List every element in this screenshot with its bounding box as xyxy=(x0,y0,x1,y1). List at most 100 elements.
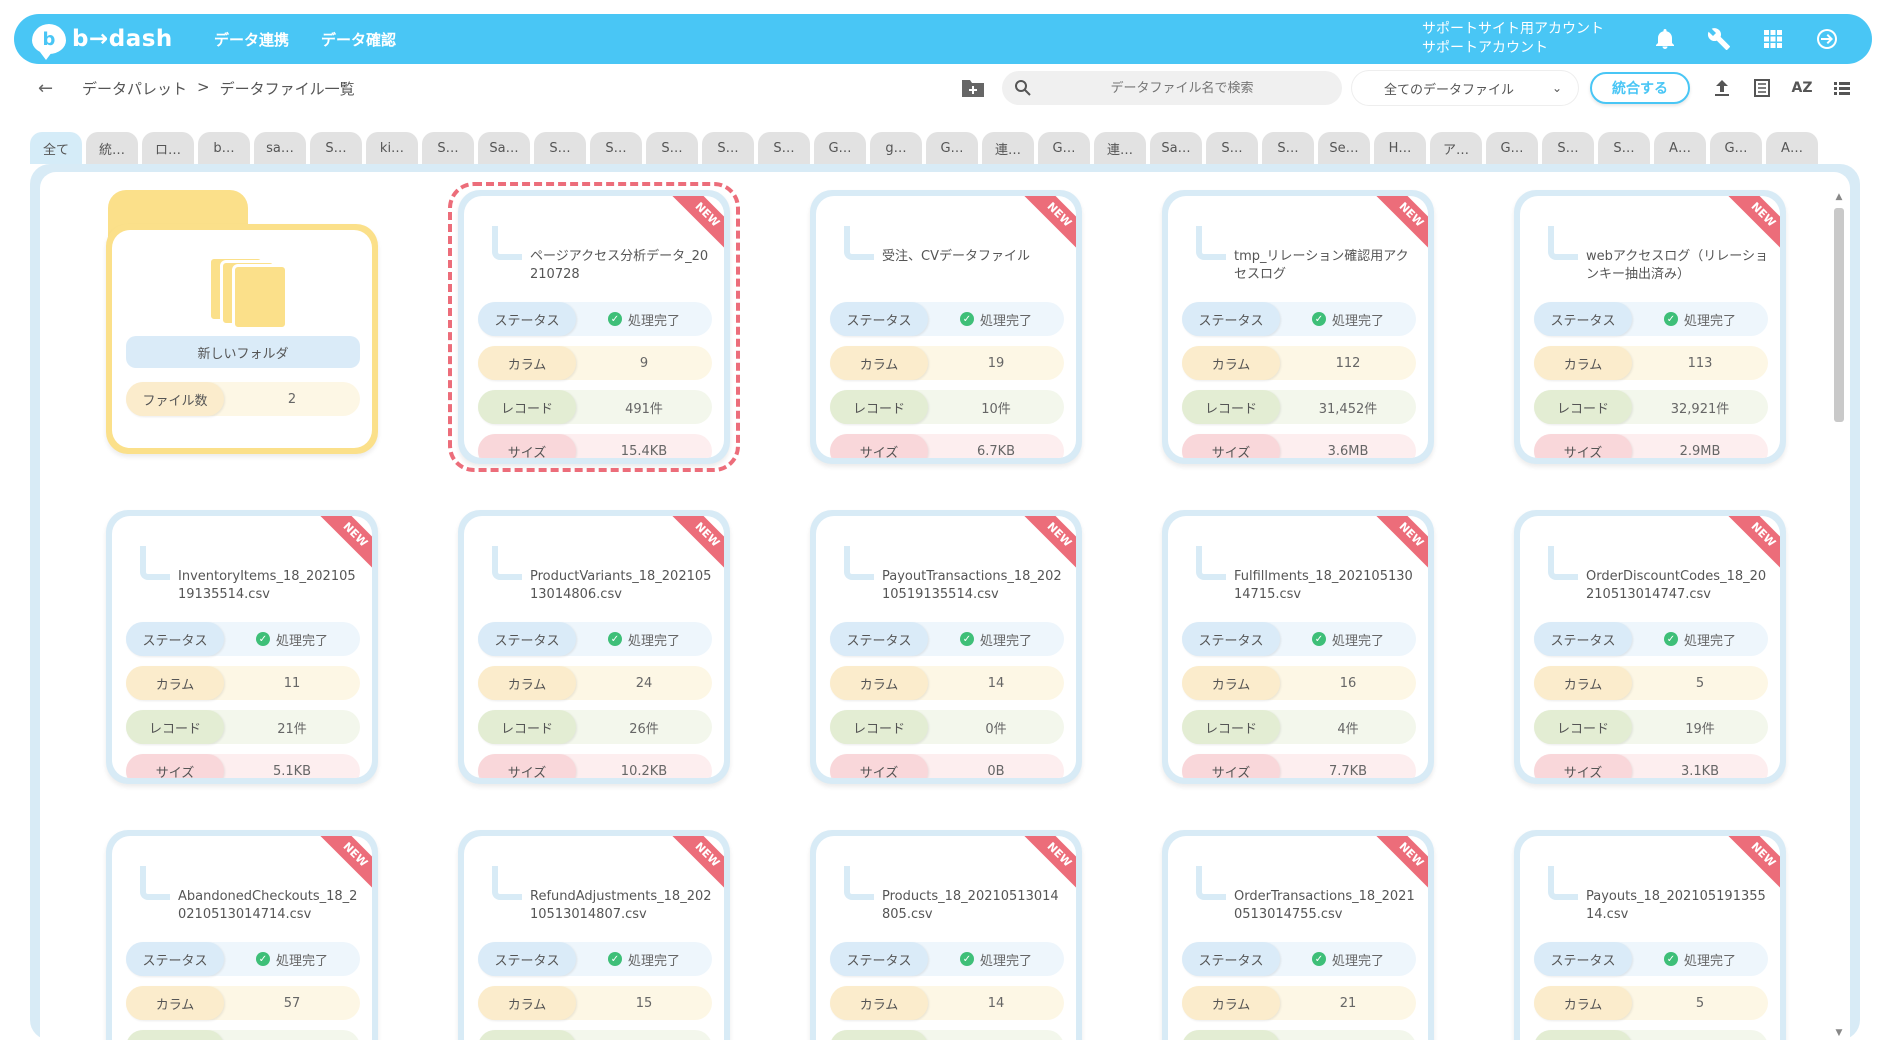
file-card[interactable]: NEW Payouts_18_20210519135514.csv ステータス ✓ 処理… xyxy=(1514,830,1786,1040)
check-circle-icon: ✓ xyxy=(607,632,622,646)
tab-16[interactable]: G… xyxy=(926,132,978,164)
tab-0[interactable]: 全て xyxy=(30,132,82,164)
file-card[interactable]: NEW PayoutTransactions_18_20210519135514.… xyxy=(810,510,1082,784)
column-row: カラム 14 xyxy=(830,666,1064,700)
tab-27[interactable]: S… xyxy=(1542,132,1594,164)
folder-add-icon[interactable] xyxy=(960,77,986,99)
file-card[interactable]: NEW Fulfillments_18_20210513014715.csv ステー… xyxy=(1162,510,1434,784)
file-card[interactable]: NEW OrderTransactions_18_20210513014755.c… xyxy=(1162,830,1434,1040)
folder-card[interactable]: 新しいフォルダ ファイル数 2 xyxy=(106,190,378,464)
tab-7[interactable]: S… xyxy=(422,132,474,164)
tab-21[interactable]: S… xyxy=(1206,132,1258,164)
file-card[interactable]: NEW 受注、CVデータファイル ステータス ✓ 処理完了 カラム 19 レコード 10件 サイズ… xyxy=(810,190,1082,464)
tab-11[interactable]: S… xyxy=(646,132,698,164)
vertical-scrollbar[interactable]: ▲ ▼ xyxy=(1832,192,1846,1040)
tab-28[interactable]: S… xyxy=(1598,132,1650,164)
tab-25[interactable]: ア… xyxy=(1430,132,1482,164)
record-row: レコード xyxy=(478,1030,712,1040)
tab-20[interactable]: Sa… xyxy=(1150,132,1202,164)
upload-icon[interactable] xyxy=(1708,74,1736,102)
account-info[interactable]: サポートサイト用アカウント サポートアカウント xyxy=(1422,20,1604,58)
column-label: カラム xyxy=(830,346,928,380)
tab-2[interactable]: ロ… xyxy=(142,132,194,164)
status-label: ステータス xyxy=(478,302,576,336)
status-label: ステータス xyxy=(126,942,224,976)
check-circle-icon: ✓ xyxy=(959,312,974,326)
tab-19[interactable]: 連… xyxy=(1094,132,1146,164)
tab-6[interactable]: ki… xyxy=(366,132,418,164)
status-label: ステータス xyxy=(830,622,928,656)
sort-az-button[interactable]: AZ xyxy=(1791,80,1813,96)
tab-24[interactable]: H… xyxy=(1374,132,1426,164)
record-label: レコード xyxy=(830,1030,928,1040)
tab-29[interactable]: A… xyxy=(1654,132,1706,164)
record-row: レコード 10件 xyxy=(830,390,1064,424)
tab-17[interactable]: 連… xyxy=(982,132,1034,164)
file-card[interactable]: NEW RefundAdjustments_18_20210513014807.c… xyxy=(458,830,730,1040)
record-label: レコード xyxy=(478,710,576,744)
tab-14[interactable]: G… xyxy=(814,132,866,164)
logo[interactable]: b b→dash xyxy=(32,24,182,60)
size-value: 7.7KB xyxy=(1328,763,1368,779)
tab-8[interactable]: Sa… xyxy=(478,132,530,164)
tab-3[interactable]: b… xyxy=(198,132,250,164)
wrench-icon[interactable] xyxy=(1704,24,1734,54)
tab-13[interactable]: S… xyxy=(758,132,810,164)
merge-button[interactable]: 統合する xyxy=(1590,72,1690,104)
tab-15[interactable]: g… xyxy=(870,132,922,164)
scroll-up-icon[interactable]: ▲ xyxy=(1835,192,1843,202)
folder-body: 新しいフォルダ ファイル数 2 xyxy=(106,224,378,454)
nav-data-check[interactable]: データ確認 xyxy=(321,30,397,49)
list-view-icon[interactable] xyxy=(1828,74,1856,102)
account-user-name: サポートアカウント xyxy=(1422,40,1548,56)
size-row: サイズ 2.9MB xyxy=(1534,434,1768,458)
file-card[interactable]: NEW ページアクセス分析データ_20210728 ステータス ✓ 処理完了 カラム 9 レコ… xyxy=(448,182,740,472)
search-box[interactable] xyxy=(1002,71,1342,105)
tab-12[interactable]: S… xyxy=(702,132,754,164)
file-filter-select[interactable]: 全てのデータファイル ⌄ xyxy=(1352,71,1578,105)
tab-26[interactable]: G… xyxy=(1486,132,1538,164)
status-label: ステータス xyxy=(1534,302,1632,336)
file-corner-icon xyxy=(844,866,874,900)
search-input[interactable] xyxy=(1052,80,1312,96)
scroll-down-icon[interactable]: ▼ xyxy=(1835,1028,1843,1038)
checklist-icon[interactable] xyxy=(1748,74,1776,102)
tab-30[interactable]: G… xyxy=(1710,132,1762,164)
tab-9[interactable]: S… xyxy=(534,132,586,164)
status-text: 処理完了 xyxy=(627,633,680,649)
file-panel-inner: 新しいフォルダ ファイル数 2 NEW ページアクセス分析データ_20210728… xyxy=(40,172,1850,1040)
file-card[interactable]: NEW tmp_リレーション確認用アクセスログ ステータス ✓ 処理完了 カラム 112 レコ… xyxy=(1162,190,1434,464)
file-card[interactable]: NEW Products_18_20210513014805.csv ステータス ✓ 処… xyxy=(810,830,1082,1040)
file-card[interactable]: NEW InventoryItems_18_20210519135514.csv ス… xyxy=(106,510,378,784)
record-row: レコード 31,452件 xyxy=(1182,390,1416,424)
file-card[interactable]: NEW OrderDiscountCodes_18_20210513014747.… xyxy=(1514,510,1786,784)
tab-5[interactable]: S… xyxy=(310,132,362,164)
file-card-inner: NEW Products_18_20210513014805.csv ステータス ✓ 処… xyxy=(816,836,1076,1040)
status-text: 処理完了 xyxy=(1331,313,1384,329)
nav-data-link[interactable]: データ連携 xyxy=(214,30,290,49)
back-arrow-icon[interactable]: ← xyxy=(38,77,54,99)
file-card[interactable]: NEW AbandonedCheckouts_18_20210513014714.… xyxy=(106,830,378,1040)
record-label: レコード xyxy=(478,1030,576,1040)
tab-18[interactable]: G… xyxy=(1038,132,1090,164)
check-circle-icon: ✓ xyxy=(255,952,270,966)
tab-23[interactable]: Se… xyxy=(1318,132,1370,164)
column-row: カラム 19 xyxy=(830,346,1064,380)
record-label: レコード xyxy=(1534,1030,1632,1040)
tab-4[interactable]: sa… xyxy=(254,132,306,164)
scroll-thumb[interactable] xyxy=(1834,208,1844,422)
tab-31[interactable]: A… xyxy=(1766,132,1818,164)
logout-icon[interactable] xyxy=(1812,24,1842,54)
breadcrumb-data-palette[interactable]: データパレット xyxy=(82,79,188,98)
file-card[interactable]: NEW webアクセスログ（リレーションキー抽出済み） ステータス ✓ 処理完了 カラム 1… xyxy=(1514,190,1786,464)
bell-icon[interactable] xyxy=(1650,24,1680,54)
tab-1[interactable]: 統… xyxy=(86,132,138,164)
file-card[interactable]: NEW ProductVariants_18_20210513014806.csv… xyxy=(458,510,730,784)
new-badge-label: NEW xyxy=(1022,836,1076,890)
tab-10[interactable]: S… xyxy=(590,132,642,164)
new-badge: NEW xyxy=(1022,516,1076,570)
file-corner-icon xyxy=(1548,546,1578,580)
file-name: 受注、CVデータファイル xyxy=(882,249,1030,264)
tab-22[interactable]: S… xyxy=(1262,132,1314,164)
apps-grid-icon[interactable] xyxy=(1758,24,1788,54)
